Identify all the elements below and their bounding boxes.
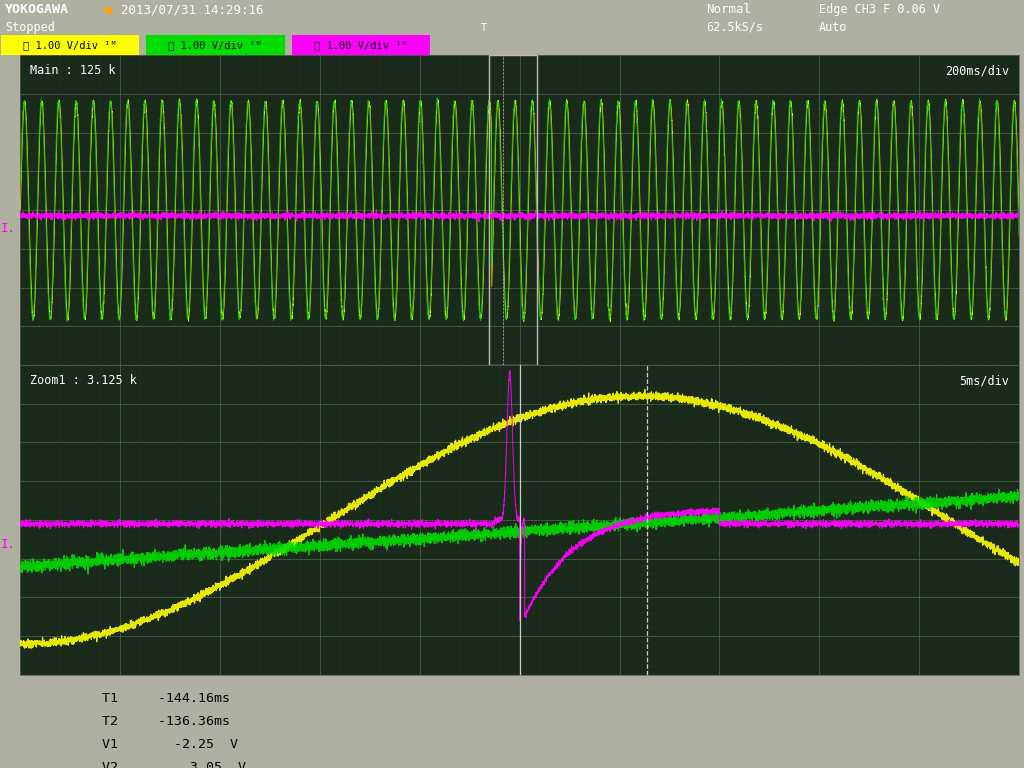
- Text: I.: I.: [0, 222, 15, 235]
- Text: 5ms/div: 5ms/div: [959, 374, 1009, 387]
- Text: ① 1.00 V/div ᴵᴹ: ① 1.00 V/div ᴵᴹ: [23, 40, 117, 50]
- Text: Main : 125 k: Main : 125 k: [31, 65, 116, 78]
- Text: YOKOGAWA: YOKOGAWA: [5, 3, 70, 16]
- Text: Zoom1 : 3.125 k: Zoom1 : 3.125 k: [31, 374, 137, 387]
- Bar: [1, 35, 139, 55]
- Text: 200ms/div: 200ms/div: [945, 65, 1009, 78]
- Text: 2013/07/31 14:29:16: 2013/07/31 14:29:16: [121, 3, 263, 16]
- Text: ② 1.00 V/div ᴵᴹ: ② 1.00 V/div ᴵᴹ: [168, 40, 262, 50]
- Text: V1       -2.25  V: V1 -2.25 V: [102, 738, 239, 751]
- Bar: [292, 35, 430, 55]
- Text: ③ 1.00 V/div ᴵᴹ: ③ 1.00 V/div ᴵᴹ: [313, 40, 408, 50]
- Text: T2     -136.36ms: T2 -136.36ms: [102, 715, 230, 728]
- Text: I.: I.: [0, 538, 15, 551]
- Text: 62.5kS/s: 62.5kS/s: [707, 21, 764, 34]
- Text: Normal: Normal: [707, 3, 752, 16]
- Text: ◆: ◆: [104, 3, 114, 16]
- Bar: [146, 35, 285, 55]
- Text: V2         3.05  V: V2 3.05 V: [102, 762, 247, 768]
- Text: Edge CH3 F 0.06 V: Edge CH3 F 0.06 V: [819, 3, 940, 16]
- Text: T1     -144.16ms: T1 -144.16ms: [102, 692, 230, 705]
- Text: T: T: [480, 23, 486, 33]
- Text: Stopped: Stopped: [5, 21, 55, 34]
- Text: Auto: Auto: [819, 21, 848, 34]
- Bar: [488, 55, 537, 365]
